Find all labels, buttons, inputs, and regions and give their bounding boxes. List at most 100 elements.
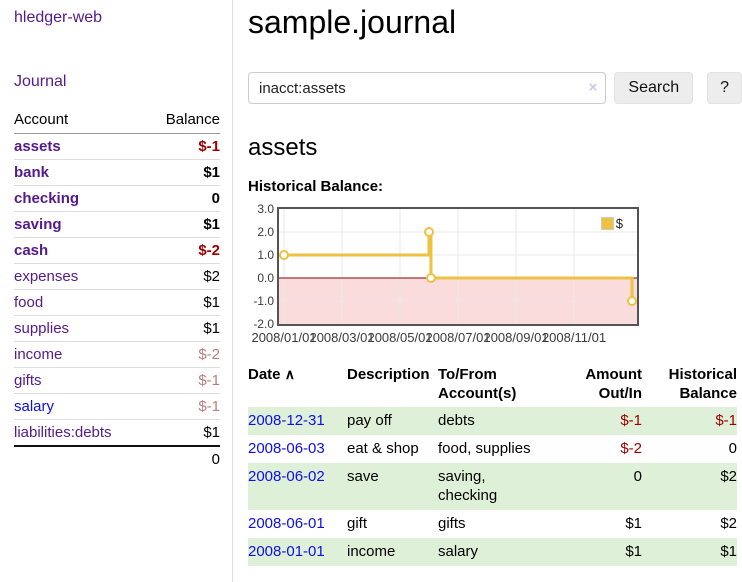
- account-balance: $-1: [198, 138, 220, 155]
- txn-date-link[interactable]: 2008-12-31: [248, 412, 325, 429]
- x-axis-label: 2008/11/01: [541, 330, 607, 345]
- historical-balance-label: Historical Balance:: [248, 178, 384, 195]
- txn-amount: $-2: [620, 440, 642, 457]
- account-row: gifts $-1: [14, 367, 220, 394]
- plot-svg: [279, 209, 637, 324]
- search-form: × Search ?: [248, 72, 742, 104]
- y-axis-label: 2.0: [257, 225, 274, 239]
- account-balance: $-2: [146, 237, 220, 264]
- journal-link[interactable]: Journal: [14, 73, 67, 90]
- app-brand-link[interactable]: hledger-web: [14, 9, 103, 26]
- x-axis-label: 2008/07/01: [425, 330, 491, 345]
- legend-swatch: [600, 217, 614, 230]
- register-row: 2008-01-01 income salary $1 $1: [248, 538, 737, 566]
- register-header-accounts: To/From Account(s): [438, 366, 517, 402]
- y-axis-label: 1.0: [257, 248, 274, 262]
- account-link[interactable]: expenses: [14, 268, 79, 285]
- txn-balance: $2: [720, 515, 737, 532]
- sort-asc-icon: ∧: [284, 366, 295, 382]
- account-row: salary $-1: [14, 393, 220, 420]
- txn-accounts: gifts: [438, 515, 466, 532]
- txn-description: pay off: [347, 412, 392, 429]
- account-row: assets $-1: [14, 134, 220, 160]
- y-axis-label: 3.0: [257, 202, 274, 216]
- help-button[interactable]: ?: [707, 72, 742, 104]
- account-row: saving $1: [14, 211, 220, 238]
- txn-date-link[interactable]: 2008-01-01: [248, 543, 325, 560]
- account-link[interactable]: food: [14, 294, 44, 311]
- balance-chart: $ 3.0 2.0 1.0 0.0 -1.0 -2.0 2008/01/01 2008/03/…: [248, 202, 742, 347]
- account-balance: $1: [146, 419, 220, 446]
- txn-date-cell: 2008-06-01: [248, 510, 347, 538]
- txn-amount: $1: [625, 543, 642, 560]
- register-row: 2008-06-02 save saving, checking 0 $2: [248, 463, 737, 510]
- txn-balance: $2: [720, 468, 737, 485]
- txn-description: gift: [347, 515, 368, 532]
- account-balance: $1: [146, 159, 220, 186]
- register-row: 2008-06-01 gift gifts $1 $2: [248, 510, 737, 538]
- x-axis-label: 2008/09/01: [483, 330, 549, 345]
- account-row: liabilities:debts $1: [14, 419, 220, 446]
- account-row: bank $1: [14, 159, 220, 186]
- txn-balance: $1: [720, 543, 737, 560]
- y-axis-label: -1.0: [253, 294, 274, 308]
- account-row: checking 0: [14, 185, 220, 212]
- txn-date-cell: 2008-06-02: [248, 463, 347, 510]
- txn-date-cell: 2008-01-01: [248, 538, 347, 566]
- y-axis-label: -2.0: [253, 317, 274, 331]
- account-link[interactable]: saving: [14, 216, 62, 233]
- txn-date-link[interactable]: 2008-06-02: [248, 468, 325, 485]
- account-row: food $1: [14, 289, 220, 316]
- txn-date-link[interactable]: 2008-06-03: [248, 440, 325, 457]
- txn-accounts: food, supplies: [438, 440, 531, 457]
- account-link[interactable]: income: [14, 346, 63, 363]
- register-header-amount: Amount Out/In: [585, 366, 642, 402]
- account-balance: $1: [146, 211, 220, 238]
- account-balance: $1: [146, 315, 220, 342]
- account-balance: $-1: [146, 393, 220, 420]
- accounts-total-row: 0: [14, 445, 220, 472]
- txn-accounts: saving, checking: [438, 468, 498, 504]
- legend-label: $: [615, 216, 623, 231]
- search-button[interactable]: Search: [614, 72, 694, 104]
- register-table: Date ∧ Description To/From Account(s) Am…: [248, 363, 737, 566]
- accounts-table: Account Balance assets $-1 bank $1 checking 0…: [14, 107, 220, 472]
- txn-amount: 0: [633, 468, 642, 485]
- accounts-header-balance: Balance: [146, 107, 220, 134]
- account-link[interactable]: salary: [14, 398, 55, 415]
- account-link[interactable]: assets: [14, 138, 61, 155]
- account-balance: $2: [146, 263, 220, 290]
- x-axis-label: 2008/05/01: [367, 330, 433, 345]
- register-row: 2008-06-03 eat & shop food, supplies $-2 0: [248, 435, 737, 463]
- account-row: supplies $1: [14, 315, 220, 342]
- txn-balance: $-1: [715, 412, 737, 429]
- account-link[interactable]: checking: [14, 190, 80, 207]
- main-content: sample.journal × Search ? assets Histori…: [234, 0, 742, 566]
- account-row: expenses $2: [14, 263, 220, 290]
- account-link[interactable]: cash: [14, 242, 49, 259]
- search-input[interactable]: [248, 72, 607, 104]
- txn-date-cell: 2008-12-31: [248, 407, 347, 435]
- register-header-date[interactable]: Date ∧: [248, 366, 295, 383]
- clear-search-icon[interactable]: ×: [588, 79, 598, 96]
- account-balance: $-1: [146, 367, 220, 394]
- txn-description: income: [347, 543, 396, 560]
- account-link[interactable]: bank: [14, 164, 50, 181]
- sidebar: hledger-web Journal Account Balance asse…: [0, 0, 233, 582]
- account-link[interactable]: supplies: [14, 320, 70, 337]
- accounts-total-value: 0: [146, 445, 220, 472]
- x-axis-label: 2008/01/01: [251, 330, 317, 345]
- plot-area[interactable]: $: [277, 207, 639, 326]
- x-axis-label: 2008/03/01: [309, 330, 375, 345]
- txn-date-link[interactable]: 2008-06-01: [248, 515, 325, 532]
- account-link[interactable]: gifts: [14, 372, 42, 389]
- txn-balance: 0: [728, 440, 737, 457]
- txn-date-cell: 2008-06-03: [248, 435, 347, 463]
- register-row: 2008-12-31 pay off debts $-1 $-1: [248, 407, 737, 435]
- account-link[interactable]: liabilities:debts: [14, 424, 112, 441]
- register-header-balance: Historical Balance: [668, 366, 737, 402]
- account-row: income $-2: [14, 341, 220, 368]
- accounts-header-account: Account: [14, 107, 147, 134]
- txn-amount: $-1: [620, 412, 642, 429]
- account-row: cash $-2: [14, 237, 220, 264]
